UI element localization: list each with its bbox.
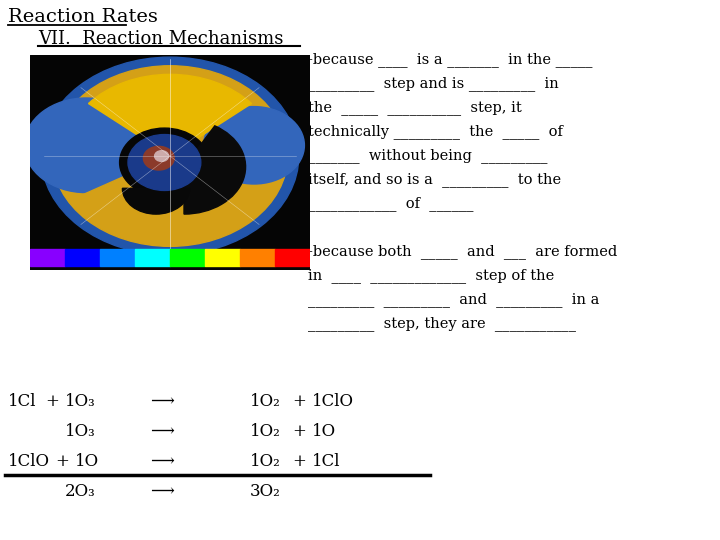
Bar <box>135 248 170 266</box>
Circle shape <box>155 151 168 161</box>
Text: itself, and so is a  _________  to the: itself, and so is a _________ to the <box>308 172 561 187</box>
Bar <box>205 248 240 266</box>
Text: 1O: 1O <box>312 423 336 440</box>
Text: 1O: 1O <box>75 453 99 470</box>
Text: 1O₃: 1O₃ <box>65 393 96 410</box>
Text: 1ClO: 1ClO <box>312 393 354 410</box>
Bar <box>65 248 100 266</box>
Text: 1Cl: 1Cl <box>312 453 341 470</box>
Text: technically _________  the  _____  of: technically _________ the _____ of <box>308 124 563 139</box>
Text: _______  without being  _________: _______ without being _________ <box>308 148 547 163</box>
Text: 1O₂: 1O₂ <box>250 453 281 470</box>
Text: the  _____  __________  step, it: the _____ __________ step, it <box>308 100 522 115</box>
Text: -because both  _____  and  ___  are formed: -because both _____ and ___ are formed <box>308 244 617 259</box>
Text: ⟶: ⟶ <box>150 423 174 440</box>
Text: 1O₂: 1O₂ <box>250 393 281 410</box>
Text: -because ____  is a _______  in the _____: -because ____ is a _______ in the _____ <box>308 52 593 67</box>
Text: ____________  of  ______: ____________ of ______ <box>308 196 474 211</box>
Bar <box>240 248 275 266</box>
Circle shape <box>53 66 287 246</box>
Text: +: + <box>292 393 306 410</box>
Text: 2O₃: 2O₃ <box>65 483 96 500</box>
Text: +: + <box>55 453 69 470</box>
Text: Reaction Rates: Reaction Rates <box>8 8 158 26</box>
Text: 1O₃: 1O₃ <box>65 423 96 440</box>
Text: +: + <box>292 423 306 440</box>
Bar <box>30 248 65 266</box>
Wedge shape <box>78 156 251 238</box>
Text: _________  step and is _________  in: _________ step and is _________ in <box>308 76 559 91</box>
Text: _________  step, they are  ___________: _________ step, they are ___________ <box>308 316 576 331</box>
Text: in  ____  _____________  step of the: in ____ _____________ step of the <box>308 268 554 283</box>
Text: VII.  Reaction Mechanisms: VII. Reaction Mechanisms <box>38 30 284 48</box>
Text: +: + <box>292 453 306 470</box>
Text: +: + <box>45 393 59 410</box>
Text: 1Cl: 1Cl <box>8 393 37 410</box>
Text: ⟶: ⟶ <box>150 453 174 470</box>
Circle shape <box>128 134 201 191</box>
Circle shape <box>120 128 210 197</box>
Circle shape <box>143 146 174 170</box>
Circle shape <box>24 98 148 193</box>
Text: _________  _________  and  _________  in a: _________ _________ and _________ in a <box>308 292 599 307</box>
Wedge shape <box>184 126 246 214</box>
Bar <box>100 248 135 266</box>
Bar <box>170 248 205 266</box>
Bar <box>275 248 310 266</box>
Text: 1O₂: 1O₂ <box>250 423 281 440</box>
Text: ⟶: ⟶ <box>150 393 174 410</box>
Text: 1ClO: 1ClO <box>8 453 50 470</box>
Circle shape <box>41 57 299 255</box>
Circle shape <box>204 106 305 184</box>
Text: ⟶: ⟶ <box>150 483 174 500</box>
Wedge shape <box>89 75 251 156</box>
Wedge shape <box>122 188 189 214</box>
Text: 3O₂: 3O₂ <box>250 483 281 500</box>
